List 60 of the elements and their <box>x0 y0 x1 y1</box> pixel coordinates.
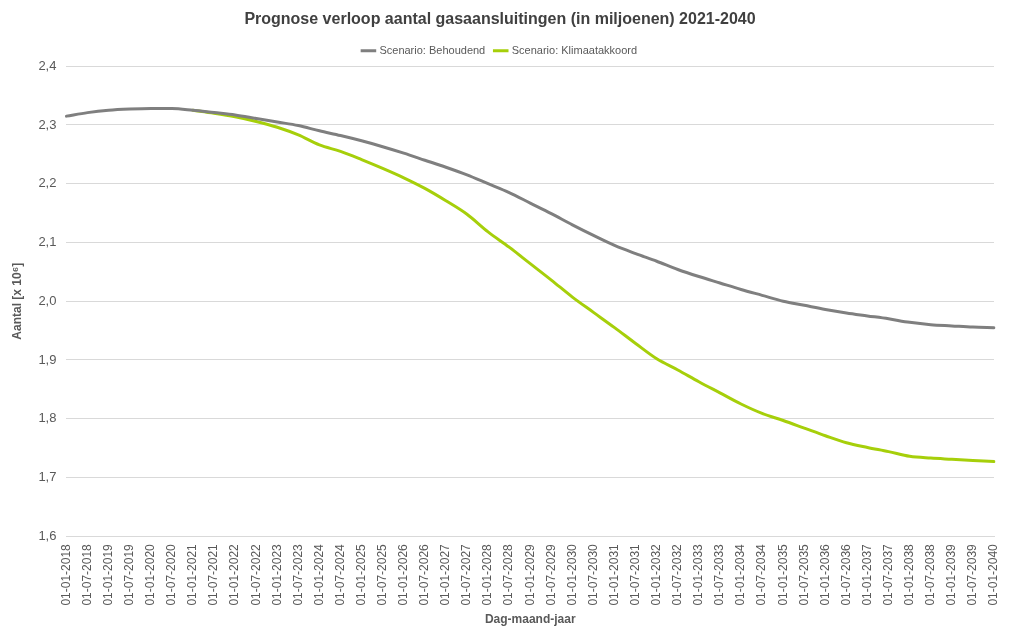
chart-title: Prognose verloop aantal gasaansluitingen (in miljoenen) 2021-2040 <box>244 10 756 28</box>
x-axis-title: Dag-maand-jaar <box>484 612 576 627</box>
x-tick-label: 01-01-2029 <box>522 543 537 606</box>
x-tick-label: 01-07-2039 <box>965 543 980 606</box>
x-tick-label: 01-07-2032 <box>670 543 685 606</box>
x-tick-label: 01-07-2026 <box>417 543 432 606</box>
x-tick-label: 01-07-2018 <box>79 543 94 606</box>
x-tick-label: 01-01-2036 <box>817 543 832 606</box>
y-axis-title: Aantal [x 10⁶] <box>9 262 24 340</box>
y-tick-label: 2,4 <box>38 57 57 73</box>
x-tick-label: 01-01-2022 <box>227 543 242 606</box>
x-tick-label: 01-07-2033 <box>712 543 727 606</box>
x-tick-label: 01-07-2025 <box>374 543 389 606</box>
x-tick-label: 01-01-2023 <box>269 543 284 606</box>
x-tick-label: 01-01-2035 <box>775 543 790 606</box>
y-tick-label: 2,2 <box>38 175 57 191</box>
x-tick-label: 01-07-2029 <box>543 543 558 606</box>
x-tick-label: 01-07-2037 <box>880 543 895 606</box>
y-tick-label: 1,8 <box>38 410 57 426</box>
x-tick-label: 01-01-2018 <box>58 543 73 606</box>
x-tick-label: 01-01-2026 <box>396 543 411 606</box>
y-tick-label: 1,9 <box>38 351 57 367</box>
x-tick-label: 01-07-2023 <box>290 543 305 606</box>
x-tick-label: 01-07-2028 <box>501 543 516 606</box>
x-tick-label: 01-01-2032 <box>649 543 664 606</box>
y-tick-label: 2,1 <box>38 234 57 250</box>
legend-label: Scenario: Klimaatakkoord <box>511 43 638 56</box>
x-tick-label: 01-01-2027 <box>438 543 453 606</box>
x-tick-label: 01-01-2019 <box>100 543 115 606</box>
x-tick-label: 01-01-2039 <box>944 543 959 606</box>
x-tick-label: 01-01-2021 <box>185 543 200 606</box>
x-tick-label: 01-07-2034 <box>754 543 769 606</box>
x-tick-label: 01-07-2031 <box>627 543 642 606</box>
y-tick-label: 1,6 <box>38 527 57 543</box>
y-tick-label: 2,0 <box>38 292 57 308</box>
x-tick-label: 01-07-2019 <box>122 543 137 606</box>
x-tick-label: 01-07-2038 <box>923 543 938 606</box>
x-tick-label: 01-01-2031 <box>606 543 621 606</box>
x-tick-label: 01-07-2036 <box>838 543 853 606</box>
x-tick-label: 01-07-2027 <box>459 543 474 606</box>
x-tick-label: 01-01-2028 <box>480 543 495 606</box>
x-tick-label: 01-07-2024 <box>332 543 347 606</box>
x-tick-label: 01-07-2021 <box>206 543 221 606</box>
y-tick-label: 2,3 <box>38 116 57 132</box>
x-tick-label: 01-07-2020 <box>164 543 179 606</box>
x-tick-label: 01-01-2020 <box>143 543 158 606</box>
legend-label: Scenario: Behoudend <box>379 43 486 56</box>
x-tick-label: 01-07-2030 <box>585 543 600 606</box>
x-tick-label: 01-01-2024 <box>311 543 326 606</box>
x-tick-label: 01-01-2025 <box>353 543 368 606</box>
x-tick-label: 01-01-2040 <box>986 543 1001 606</box>
x-tick-label: 01-01-2030 <box>564 543 579 606</box>
x-tick-label: 01-01-2038 <box>901 543 916 606</box>
x-tick-label: 01-07-2022 <box>248 543 263 606</box>
y-tick-label: 1,7 <box>38 469 57 485</box>
x-tick-label: 01-01-2033 <box>691 543 706 606</box>
x-tick-label: 01-01-2037 <box>859 543 874 606</box>
line-series <box>64 107 996 330</box>
x-tick-label: 01-01-2034 <box>733 543 748 606</box>
x-tick-label: 01-07-2035 <box>796 543 811 606</box>
